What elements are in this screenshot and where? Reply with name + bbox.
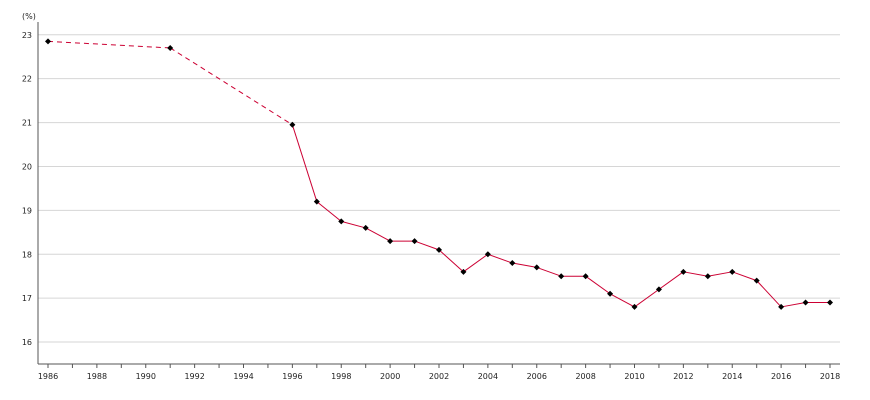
series-segment <box>365 227 391 242</box>
data-point-marker <box>338 218 345 225</box>
y-tick-labels: 16 17 18 19 20 21 22 23 <box>22 31 32 347</box>
x-tick-labels: 1986 1988 1990 1992 1994 1996 1998 2000 2002 2004… <box>38 372 840 381</box>
series-segment-dashed <box>47 40 171 49</box>
series-segment <box>341 220 366 229</box>
data-point-marker <box>362 224 369 231</box>
y-tick-label: 17 <box>22 294 32 303</box>
grid-lines <box>38 34 840 343</box>
data-point-marker <box>509 260 516 267</box>
series-segment-dashed <box>169 47 293 126</box>
data-point-marker <box>631 303 638 310</box>
data-point-marker <box>827 299 833 306</box>
data-point-marker <box>582 273 589 280</box>
series-segment <box>732 271 757 282</box>
x-tick-label: 2002 <box>429 372 449 381</box>
series-points <box>45 38 833 310</box>
y-tick-label: 21 <box>22 119 32 128</box>
x-tick-label: 2014 <box>722 372 742 381</box>
series-segment <box>683 271 708 277</box>
x-tick-label: 1996 <box>282 372 302 381</box>
data-point-marker <box>558 273 565 280</box>
x-tick-label: 2018 <box>820 372 840 381</box>
y-tick-label: 16 <box>22 338 32 347</box>
y-tick-label: 23 <box>22 31 32 40</box>
series-segment <box>609 293 635 308</box>
data-point-marker <box>313 198 320 205</box>
series-segment <box>756 280 782 308</box>
y-tick-label: 22 <box>22 75 32 84</box>
data-point-marker <box>460 268 467 275</box>
y-axis-unit-label: (%) <box>22 12 36 21</box>
x-tick-label: 1986 <box>38 372 58 381</box>
series-segment <box>707 271 733 277</box>
series-segment <box>438 249 464 273</box>
data-point-marker <box>729 268 736 275</box>
x-tick-label: 2008 <box>575 372 595 381</box>
data-point-marker <box>387 238 394 245</box>
x-tick-label: 2006 <box>527 372 547 381</box>
series-segment <box>487 253 513 264</box>
x-tick-label: 2010 <box>624 372 644 381</box>
data-point-marker <box>655 286 662 293</box>
data-point-marker <box>802 299 809 306</box>
series-segment <box>536 266 562 277</box>
data-point-marker <box>411 238 418 245</box>
series-segment <box>781 302 806 308</box>
series-segment <box>634 288 660 308</box>
x-tick-label: 2016 <box>771 372 791 381</box>
x-tick-label: 2012 <box>673 372 693 381</box>
data-point-marker <box>680 268 687 275</box>
data-point-marker <box>753 277 760 284</box>
data-point-marker <box>533 264 540 271</box>
data-point-marker <box>167 44 174 51</box>
x-tick-label: 1988 <box>87 372 107 381</box>
series-segment <box>585 275 611 295</box>
x-tick-label: 1990 <box>136 372 156 381</box>
data-point-marker <box>484 251 491 258</box>
axes <box>37 22 840 368</box>
data-point-marker <box>289 121 296 128</box>
x-tick-label: 2000 <box>380 372 400 381</box>
y-tick-label: 18 <box>22 250 32 259</box>
x-tick-label: 1998 <box>331 372 351 381</box>
series-segment <box>414 240 440 251</box>
series-segment <box>658 271 684 290</box>
series-segment <box>512 262 537 268</box>
series-segment <box>291 124 318 202</box>
data-point-marker <box>436 246 442 253</box>
data-point-marker <box>704 273 711 280</box>
x-tick-label: 1994 <box>233 372 253 381</box>
series-line <box>47 40 830 308</box>
series-segment <box>463 253 489 273</box>
series-segment <box>316 201 342 222</box>
x-tick-label: 2004 <box>478 372 498 381</box>
x-tick-label: 1992 <box>184 372 204 381</box>
y-tick-label: 19 <box>22 206 32 215</box>
data-point-marker <box>778 303 785 310</box>
y-tick-label: 20 <box>22 162 32 171</box>
data-point-marker <box>607 290 614 297</box>
data-point-marker <box>45 38 51 45</box>
